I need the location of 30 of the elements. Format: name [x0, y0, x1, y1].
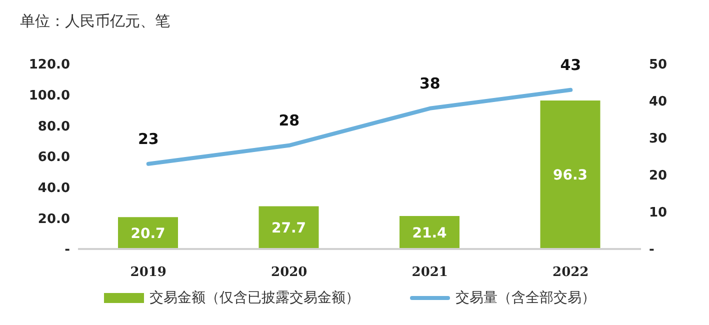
y2-tick-label: -	[649, 242, 654, 258]
bar	[258, 206, 319, 249]
y-tick-label: 60.0	[38, 150, 70, 166]
data-label: 20.7	[130, 226, 166, 242]
legend-label: 交易金额（仅含已披露交易金额）	[150, 289, 360, 307]
y2-tick-label: 50	[649, 58, 668, 73]
data-label: 96.3	[552, 168, 588, 184]
y2-tick-label: 20	[649, 168, 668, 184]
chart-title: 单位：人民币亿元、笔	[20, 12, 170, 31]
x-tick-label: 2021	[412, 265, 448, 280]
data-label: 23	[138, 130, 159, 148]
data-label: 21.4	[412, 225, 448, 242]
y2-tick-label: 10	[649, 206, 668, 221]
x-tick-label: 2020	[271, 265, 308, 280]
y2-tick-label: 40	[649, 94, 668, 110]
data-label: 28	[278, 111, 300, 130]
y-tick-label: 20.0	[38, 212, 70, 227]
y2-tick-label: 30	[649, 132, 668, 147]
x-tick-label: 2022	[552, 265, 589, 280]
legend-label: 交易量（含全部交易）	[456, 289, 596, 307]
bar	[540, 100, 600, 249]
y-tick-label: 80.0	[38, 119, 70, 134]
y-tick-label: 120.0	[28, 58, 70, 73]
y-tick-label: -	[64, 242, 70, 258]
data-label: 38	[419, 74, 440, 92]
data-label: 27.7	[271, 220, 306, 237]
data-label: 43	[560, 56, 582, 74]
x-tick-label: 2019	[130, 265, 166, 280]
y-tick-label: 40.0	[38, 180, 70, 196]
y-tick-label: 100.0	[28, 88, 70, 104]
